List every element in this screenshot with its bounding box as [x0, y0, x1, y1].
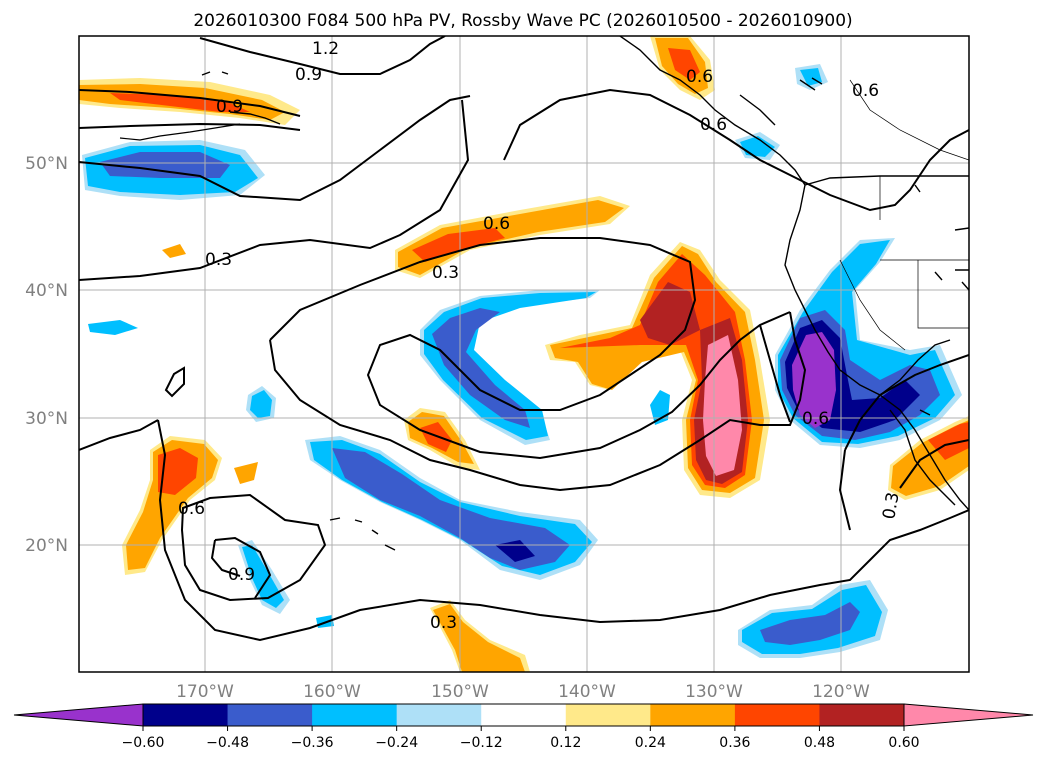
positive-anomaly-region [398, 200, 624, 275]
lat-label-40n: 40°N [25, 281, 68, 301]
colorbar-swatch [312, 704, 398, 726]
colorbar-swatch [396, 704, 482, 726]
contour-label: 0.6 [700, 115, 727, 135]
colorbar-tick-label: 0.24 [635, 735, 666, 751]
contour-label: 0.9 [216, 97, 243, 117]
lon-label-160w: 160°W [303, 682, 361, 702]
lat-label-50n: 50°N [25, 154, 68, 174]
colorbar-swatch [143, 704, 229, 726]
contour-label: 0.3 [430, 613, 457, 633]
pv-contours [79, 36, 969, 642]
colorbar-tick-label: 0.48 [804, 735, 835, 751]
colorbar-swatch [227, 704, 313, 726]
negative-anomaly-region [432, 308, 530, 428]
colorbar-tick-label: −0.48 [206, 735, 249, 751]
contour-label: 1.2 [312, 39, 339, 59]
negative-anomaly-region [792, 332, 836, 428]
colorbar-frame [142, 703, 905, 727]
colorbar-swatch [819, 704, 905, 726]
colorbar-extend-min [13, 703, 144, 727]
positive-anomaly-region [412, 228, 505, 262]
contour-label: 0.6 [178, 499, 205, 519]
graticule [79, 36, 969, 672]
positive-anomaly-region [928, 422, 969, 460]
positive-anomaly-region [110, 93, 250, 112]
colorbar-tick-label: −0.24 [375, 735, 418, 751]
contour-label: 0.3 [432, 263, 459, 283]
lon-label-140w: 140°W [558, 682, 616, 702]
colorbar-tick-label: 0.12 [550, 735, 581, 751]
lat-label-20n: 20°N [25, 536, 68, 556]
contour-label: 0.3 [879, 491, 903, 521]
contour-label: 0.6 [483, 214, 510, 234]
positive-anomaly-region [433, 604, 525, 672]
lon-label-150w: 150°W [431, 682, 489, 702]
lon-label-120w: 120°W [812, 682, 870, 702]
map-frame [78, 35, 970, 673]
contour-label: 0.6 [686, 67, 713, 87]
contour-label: 0.9 [295, 65, 322, 85]
colorbar-swatch [481, 704, 567, 726]
negative-anomaly-region [88, 320, 138, 335]
lat-label-30n: 30°N [25, 409, 68, 429]
contour-label: 0.6 [802, 409, 829, 429]
negative-anomaly-region [760, 602, 860, 645]
negative-anomaly-region [242, 545, 284, 608]
colorbar-tick-label: −0.12 [460, 735, 503, 751]
positive-anomaly-region [668, 48, 700, 80]
positive-anomaly-region [162, 244, 186, 258]
colorbar-swatch [650, 704, 736, 726]
negative-anomaly-region [332, 448, 570, 570]
lon-label-130w: 130°W [685, 682, 743, 702]
contour-label: 0.9 [228, 565, 255, 585]
figure-title: 2026010300 F084 500 hPa PV, Rossby Wave … [193, 11, 852, 31]
colorbar-swatch [565, 704, 651, 726]
negative-anomaly-region [100, 152, 230, 178]
colorbar: −0.60 −0.48 −0.36 −0.24 −0.12 0.12 0.24 0.36 0.4… [13, 703, 1034, 751]
contour-label: 0.6 [852, 81, 879, 101]
colorbar-tick-label: −0.60 [122, 735, 165, 751]
positive-anomaly-region [420, 422, 452, 452]
colorbar-tick-label: −0.36 [291, 735, 334, 751]
contour-label: 0.3 [205, 250, 232, 270]
contour-labels: 0.9 1.2 0.9 0.6 0.3 0.6 0.3 0.6 0.9 0.6 … [178, 39, 904, 633]
colorbar-tick-label: 0.60 [888, 735, 919, 751]
colorbar-swatch [734, 704, 820, 726]
colorbar-extend-max [903, 703, 1034, 727]
coastlines [119, 36, 969, 551]
positive-anomaly-region [234, 462, 258, 484]
lon-label-170w: 170°W [176, 682, 234, 702]
colorbar-tick-label: 0.36 [719, 735, 750, 751]
positive-anomaly-region [158, 448, 198, 495]
negative-anomaly-region [250, 390, 272, 418]
